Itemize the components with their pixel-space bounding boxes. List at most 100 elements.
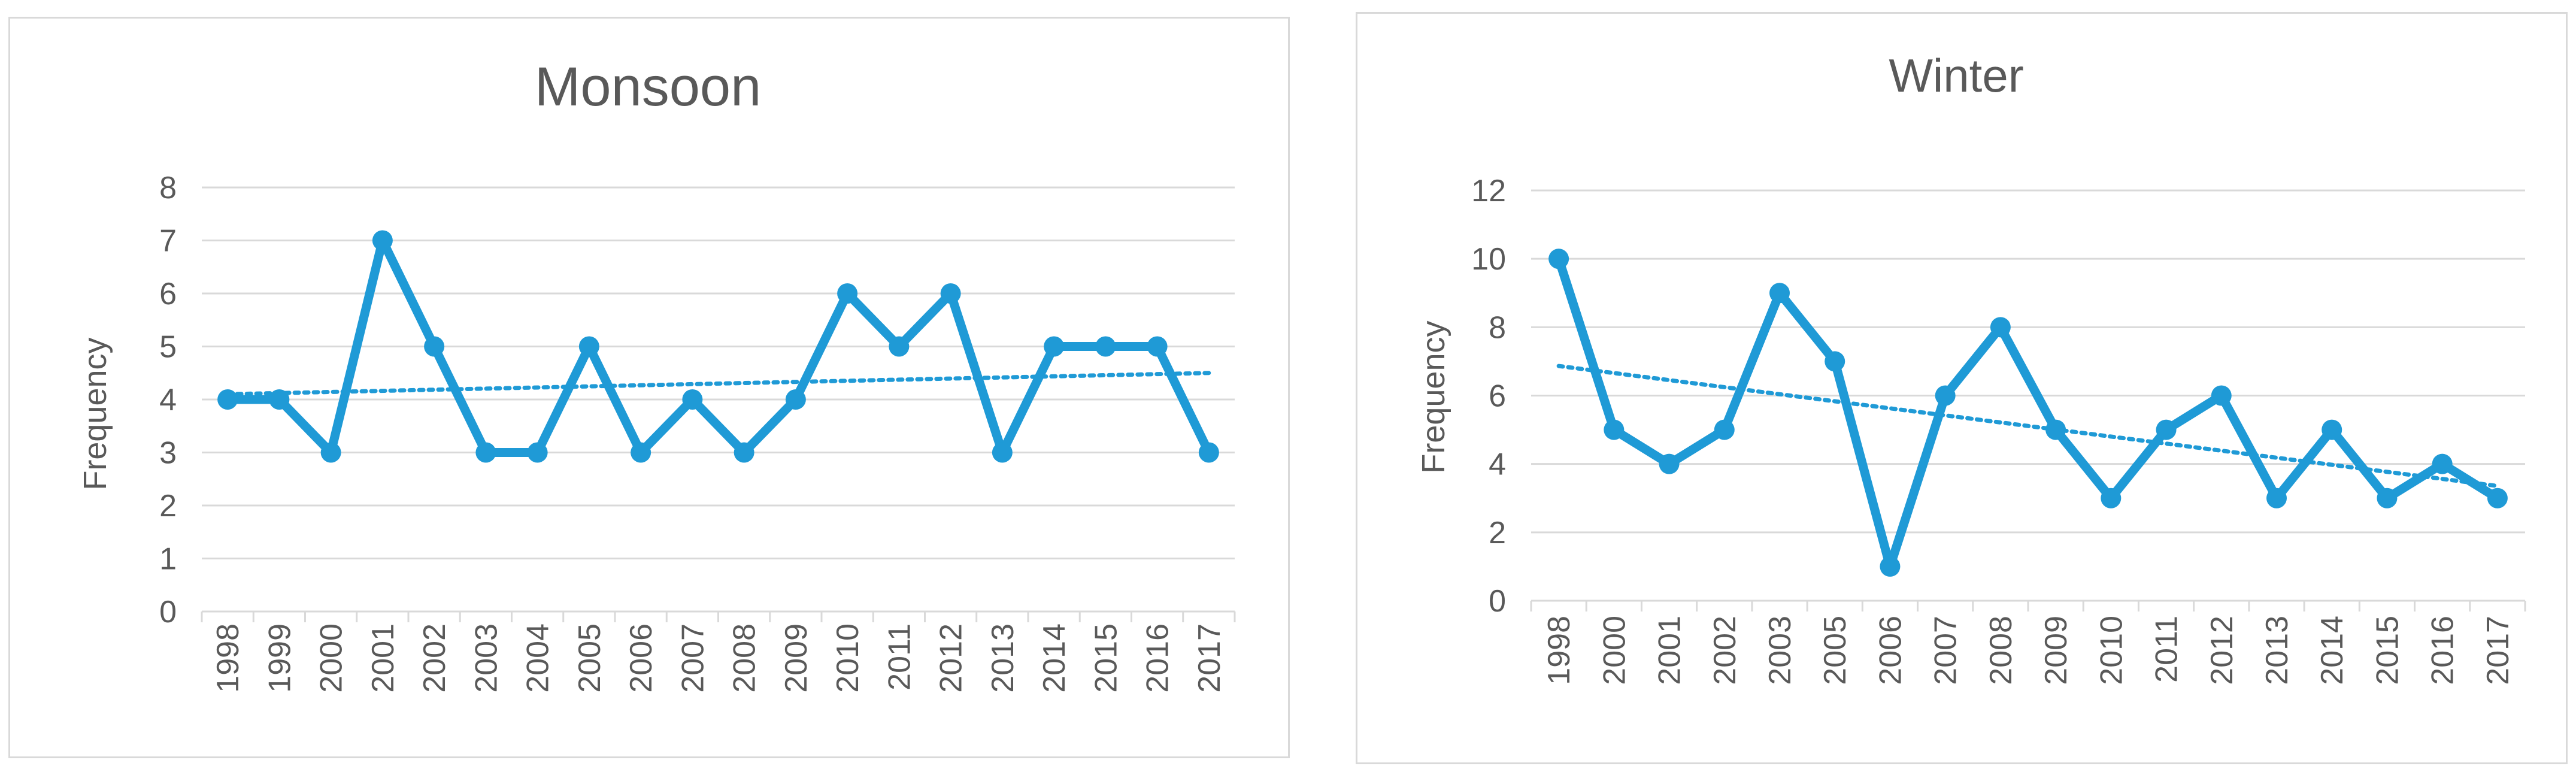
- winter-y-tick-label: 4: [1489, 447, 1506, 482]
- monsoon-y-axis-title: Frequency: [77, 337, 113, 490]
- monsoon-chart-panel: Monsoon 0 1 2 3 4 5 6 7 8 1998 1999 2000 2001 2002 2003…: [8, 17, 1290, 758]
- monsoon-x-tick-label: 2013: [986, 623, 1020, 693]
- monsoon-x-tick-label: 2008: [728, 623, 762, 693]
- winter-data-point: [1935, 385, 1956, 406]
- winter-chart-panel: Winter 0 2 4 6 8 10 12 1998 2000 2001 2002 2003 2005 2…: [1356, 12, 2568, 764]
- monsoon-y-tick-label: 0: [159, 595, 177, 629]
- winter-x-tick-label: 2013: [2260, 616, 2295, 685]
- monsoon-x-tick-label: 2014: [1037, 623, 1072, 693]
- monsoon-x-tick-label: 2003: [469, 623, 504, 693]
- winter-x-tick-label: 2014: [2315, 616, 2350, 685]
- monsoon-x-tick-label: 2011: [882, 623, 917, 691]
- winter-x-tick-label: 2010: [2094, 616, 2129, 685]
- monsoon-x-tick-label: 2005: [572, 623, 607, 693]
- winter-x-tick-label: 2017: [2481, 616, 2516, 685]
- monsoon-data-point: [527, 442, 548, 463]
- winter-x-tick-label: 2009: [2039, 616, 2074, 685]
- winter-x-tick-label: 2001: [1653, 616, 1687, 685]
- monsoon-data-point: [269, 389, 290, 410]
- monsoon-data-point: [992, 442, 1013, 463]
- monsoon-x-tick-label: 1999: [262, 623, 297, 693]
- winter-data-point: [2211, 385, 2232, 406]
- winter-chart-title: Winter: [1889, 49, 2023, 102]
- monsoon-y-tick-label: 8: [159, 171, 177, 205]
- monsoon-data-point: [682, 389, 703, 410]
- winter-data-point: [1714, 419, 1735, 440]
- winter-y-tick-label: 0: [1489, 584, 1506, 619]
- monsoon-x-tick-label: 2006: [624, 623, 659, 693]
- winter-data-point: [1604, 419, 1625, 440]
- winter-data-point: [1659, 453, 1680, 474]
- monsoon-data-point: [1044, 336, 1065, 357]
- monsoon-data-point: [940, 283, 961, 304]
- monsoon-series-line: [228, 236, 1213, 457]
- monsoon-x-tick-label: 2000: [314, 623, 349, 693]
- winter-x-tick-label: 2012: [2205, 616, 2239, 685]
- winter-x-tick-label: 2007: [1929, 616, 1963, 685]
- monsoon-y-tick-label: 1: [159, 542, 177, 577]
- monsoon-x-tick-label: 2009: [779, 623, 814, 693]
- winter-data-point: [1880, 556, 1901, 577]
- monsoon-data-point: [320, 442, 341, 463]
- winter-x-tick-label: 2006: [1873, 616, 1908, 685]
- winter-data-point: [2101, 488, 2122, 508]
- monsoon-x-tick-label: 2002: [417, 623, 452, 693]
- winter-y-axis-title: Frequency: [1416, 320, 1451, 473]
- monsoon-y-tick-label: 2: [159, 489, 177, 523]
- monsoon-y-tick-label: 3: [159, 436, 177, 471]
- monsoon-x-tick-label: 2010: [831, 623, 865, 693]
- winter-data-point: [2432, 453, 2453, 474]
- winter-data-point: [1825, 351, 1845, 372]
- monsoon-data-point: [217, 389, 238, 410]
- monsoon-data-point: [1147, 336, 1168, 357]
- winter-y-tick-label: 2: [1489, 516, 1506, 550]
- monsoon-x-tick-label: 2015: [1089, 623, 1123, 693]
- monsoon-x-tick-label: 2004: [521, 623, 556, 693]
- monsoon-x-tick-label: 2012: [934, 623, 969, 693]
- monsoon-y-tick-label: 6: [159, 277, 177, 311]
- monsoon-data-point: [889, 336, 910, 357]
- winter-x-tick-label: 1998: [1542, 616, 1577, 685]
- winter-data-point: [2266, 488, 2287, 508]
- monsoon-x-tick-label: 2016: [1141, 623, 1175, 693]
- winter-data-point: [1548, 249, 1569, 270]
- monsoon-data-point: [578, 336, 599, 357]
- monsoon-x-tick-label: 2007: [675, 623, 710, 693]
- monsoon-data-point: [475, 442, 496, 463]
- monsoon-y-tick-label: 4: [159, 383, 177, 417]
- winter-x-tick-label: 2002: [1708, 616, 1742, 685]
- monsoon-data-point: [1198, 442, 1219, 463]
- monsoon-x-tick-label: 2017: [1192, 623, 1227, 693]
- winter-data-point: [1990, 317, 2011, 338]
- winter-chart: Winter 0 2 4 6 8 10 12 1998 2000 2001 2002 2003 2005 2…: [1416, 49, 2526, 685]
- winter-y-tick-label: 12: [1471, 174, 1506, 208]
- monsoon-chart: Monsoon 0 1 2 3 4 5 6 7 8 1998 1999 2000 2001 2002 2003…: [77, 56, 1236, 693]
- monsoon-y-tick-label: 7: [159, 224, 177, 259]
- winter-data-point: [2322, 419, 2342, 440]
- monsoon-data-point: [424, 336, 445, 357]
- winter-data-point: [2377, 488, 2398, 508]
- winter-y-tick-label: 8: [1489, 310, 1506, 345]
- monsoon-trendline: [225, 371, 1211, 396]
- monsoon-data-point: [785, 389, 806, 410]
- winter-data-point: [2487, 488, 2508, 508]
- winter-x-tick-label: 2005: [1818, 616, 1853, 685]
- winter-trendline: [1556, 364, 2500, 488]
- monsoon-chart-title: Monsoon: [535, 56, 761, 117]
- monsoon-data-point: [631, 442, 651, 463]
- monsoon-data-point: [734, 442, 754, 463]
- monsoon-y-tick-label: 5: [159, 330, 177, 365]
- monsoon-data-point: [837, 283, 858, 304]
- winter-x-tick-label: 2011: [2150, 616, 2184, 683]
- winter-x-tick-label: 2015: [2370, 616, 2405, 685]
- monsoon-x-tick-label: 2001: [366, 623, 401, 693]
- winter-y-tick-label: 6: [1489, 379, 1506, 414]
- winter-data-point: [2045, 419, 2066, 440]
- winter-x-tick-label: 2003: [1763, 616, 1798, 685]
- winter-series-line: [1554, 257, 2500, 571]
- winter-x-tick-label: 2008: [1984, 616, 2019, 685]
- monsoon-data-point: [1095, 336, 1116, 357]
- winter-data-point: [2156, 419, 2177, 440]
- winter-x-tick-label: 2016: [2426, 616, 2460, 685]
- winter-data-point: [1769, 283, 1790, 304]
